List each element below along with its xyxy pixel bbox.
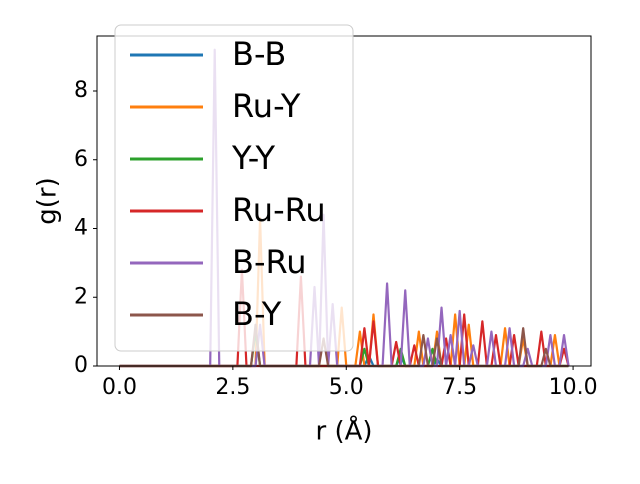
legend-label: B-Ru xyxy=(232,243,307,281)
x-tick-label: 5.0 xyxy=(329,375,364,400)
legend-label: B-Y xyxy=(232,295,282,333)
y-axis-label: g(r) xyxy=(33,177,63,224)
y-tick-label: 8 xyxy=(74,78,88,103)
y-tick-label: 4 xyxy=(74,216,88,241)
y-tick-label: 2 xyxy=(74,284,88,309)
x-tick-label: 7.5 xyxy=(442,375,477,400)
legend-label: Ru-Y xyxy=(232,87,301,125)
legend-label: B-B xyxy=(232,35,286,73)
x-tick-label: 2.5 xyxy=(215,375,250,400)
y-tick-label: 6 xyxy=(74,147,88,172)
legend-label: Y-Y xyxy=(231,139,276,177)
x-tick-label: 10.0 xyxy=(549,375,598,400)
x-tick-label: 0.0 xyxy=(102,375,137,400)
x-axis-label: r (Å) xyxy=(315,415,372,447)
legend-label: Ru-Ru xyxy=(232,191,326,229)
y-tick-label: 0 xyxy=(74,353,88,378)
